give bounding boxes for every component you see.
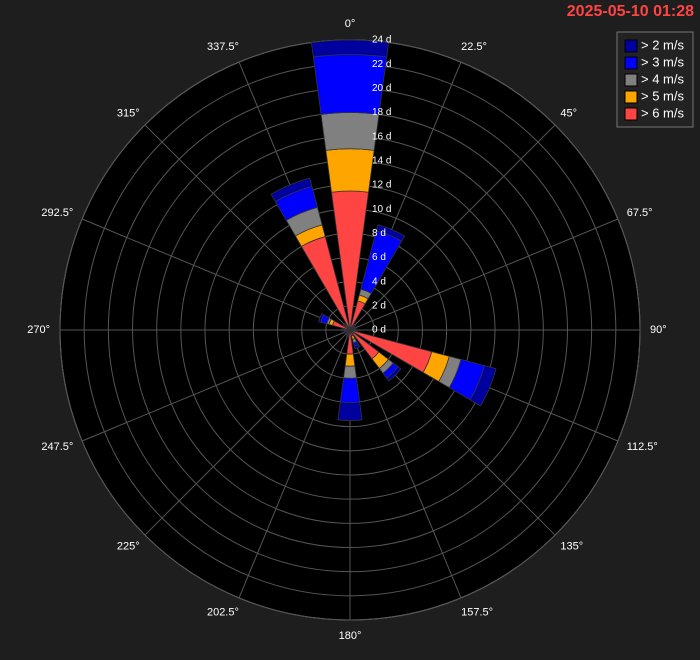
angle-label: 247.5°: [41, 441, 73, 453]
legend-swatch: [624, 90, 638, 104]
r-tick-label: 18 d: [372, 107, 391, 118]
bar-segment: [343, 365, 357, 379]
r-tick-label: 20 d: [372, 83, 391, 94]
angle-label: 67.5°: [627, 207, 653, 219]
legend-swatch: [624, 56, 638, 70]
angle-label: 157.5°: [461, 607, 493, 619]
bar-segment: [375, 224, 406, 242]
angle-label: 135°: [560, 540, 583, 552]
angle-label: 22.5°: [461, 41, 487, 53]
grid-spoke: [144, 329, 351, 536]
r-tick-label: 22 d: [372, 59, 391, 70]
chart-title: 2025-05-10 01:28: [567, 3, 694, 20]
grid-spoke: [144, 124, 351, 331]
r-tick-label: 4 d: [372, 276, 386, 287]
angle-label: 292.5°: [41, 207, 73, 219]
bar-segment: [317, 313, 325, 323]
bar-segment: [341, 328, 344, 332]
grid-spoke: [349, 329, 462, 599]
angle-label: 90°: [650, 324, 667, 336]
legend-swatch: [624, 107, 638, 121]
bar-segment: [353, 344, 361, 350]
r-tick-label: 12 d: [372, 180, 391, 191]
grid-spoke: [81, 329, 351, 442]
angle-label: 45°: [560, 108, 577, 120]
bar-segment: [339, 377, 361, 403]
grid-spoke: [238, 329, 351, 599]
bar-segment: [342, 322, 347, 327]
angle-label: 180°: [339, 630, 362, 642]
angle-label: 202.5°: [207, 607, 239, 619]
r-tick-label: 0 d: [372, 325, 386, 336]
r-tick-label: 10 d: [372, 204, 391, 215]
bar-segment: [353, 326, 357, 330]
bar-segment: [270, 177, 313, 203]
r-tick-label: 6 d: [372, 252, 386, 263]
r-tick-label: 14 d: [372, 155, 391, 166]
legend-swatch: [624, 73, 638, 87]
legend-swatch: [624, 39, 638, 53]
angle-label: 337.5°: [207, 41, 239, 53]
legend-label: > 3 m/s: [641, 54, 684, 69]
legend-label: > 4 m/s: [641, 71, 684, 86]
bar-segment: [355, 328, 358, 332]
r-tick-label: 8 d: [372, 228, 386, 239]
bar-segment: [320, 112, 380, 151]
bar-segment: [469, 365, 497, 407]
r-tick-label: 16 d: [372, 131, 391, 142]
angle-label: 225°: [117, 540, 140, 552]
legend-label: > 2 m/s: [641, 37, 684, 52]
grid-spoke: [349, 218, 619, 331]
grid-spoke: [349, 124, 556, 331]
grid-spoke: [81, 218, 351, 331]
angle-label: 112.5°: [627, 441, 658, 453]
angle-label: 270°: [27, 324, 50, 336]
bar-segment: [344, 353, 356, 367]
bar-segment: [325, 148, 375, 193]
angle-label: 0°: [345, 18, 356, 30]
bar-segment: [310, 39, 390, 58]
bar-segment: [353, 323, 357, 327]
bar-segment: [343, 330, 347, 334]
angle-label: 315°: [117, 108, 140, 120]
r-tick-label: 24 d: [372, 35, 391, 46]
legend-label: > 6 m/s: [641, 105, 684, 120]
r-tick-label: 2 d: [372, 300, 386, 311]
bar-segment: [386, 366, 402, 382]
bar-segment: [345, 334, 349, 338]
bar-segment: [337, 401, 363, 422]
bar-segment: [344, 332, 348, 336]
legend-label: > 5 m/s: [641, 88, 684, 103]
